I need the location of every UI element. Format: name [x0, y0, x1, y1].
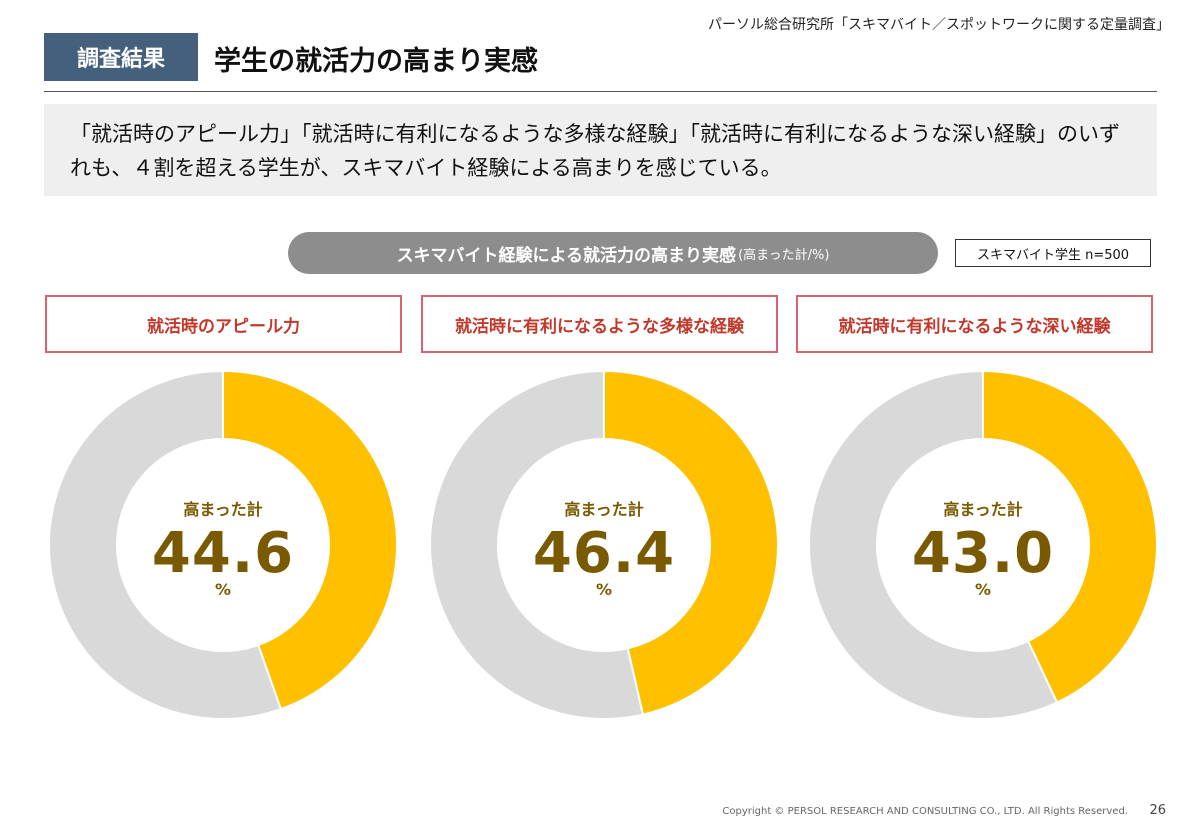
center-value-diverse: 46.4 [532, 521, 676, 586]
page-title: 学生の就活力の高まり実感 [214, 45, 538, 77]
copyright: Copyright © PERSOL RESEARCH AND CONSULTI… [722, 806, 1128, 817]
title-divider [44, 91, 1157, 92]
center-unit-appeal: % [214, 580, 232, 599]
chart-title: スキマバイト経験による就活力の高まり実感 (高まった計/%) [288, 232, 938, 274]
sample-size-badge: スキマバイト学生 n=500 [955, 239, 1151, 267]
center-unit-diverse: % [595, 580, 613, 599]
chart-title-text: スキマバイト経験による就活力の高まり実感 [396, 245, 737, 266]
donut-slice-increased [603, 370, 779, 716]
page-number: 26 [1149, 803, 1166, 818]
section-tag: 調査結果 [44, 33, 198, 81]
donut-chart-deep [808, 370, 1158, 720]
donut-slice-increased [982, 370, 1158, 704]
center-unit-deep: % [974, 580, 992, 599]
donut-chart-appeal [48, 370, 398, 720]
center-value-appeal: 44.6 [151, 521, 295, 586]
center-label-deep: 高まった計 [943, 500, 1023, 519]
donut-slice-increased [222, 370, 398, 711]
donut-slice-remainder [48, 370, 283, 720]
category-box-diverse: 就活時に有利になるような多様な経験 [421, 295, 778, 353]
chart-title-unit: (高まった計/%) [738, 247, 830, 263]
donut-slice-remainder [429, 370, 645, 720]
source-note: パーソル総合研究所「スキマバイト／スポットワークに関する定量調査」 [708, 17, 1170, 33]
center-label-diverse: 高まった計 [564, 500, 644, 519]
center-value-deep: 43.0 [911, 521, 1055, 586]
category-box-deep: 就活時に有利になるような深い経験 [796, 295, 1153, 353]
donut-slice-remainder [808, 370, 1059, 720]
summary-text: 「就活時のアピール力」「就活時に有利になるような多様な経験」「就活時に有利になる… [44, 104, 1157, 196]
category-box-appeal: 就活時のアピール力 [45, 295, 402, 353]
center-label-appeal: 高まった計 [183, 500, 263, 519]
donut-chart-diverse [429, 370, 779, 720]
